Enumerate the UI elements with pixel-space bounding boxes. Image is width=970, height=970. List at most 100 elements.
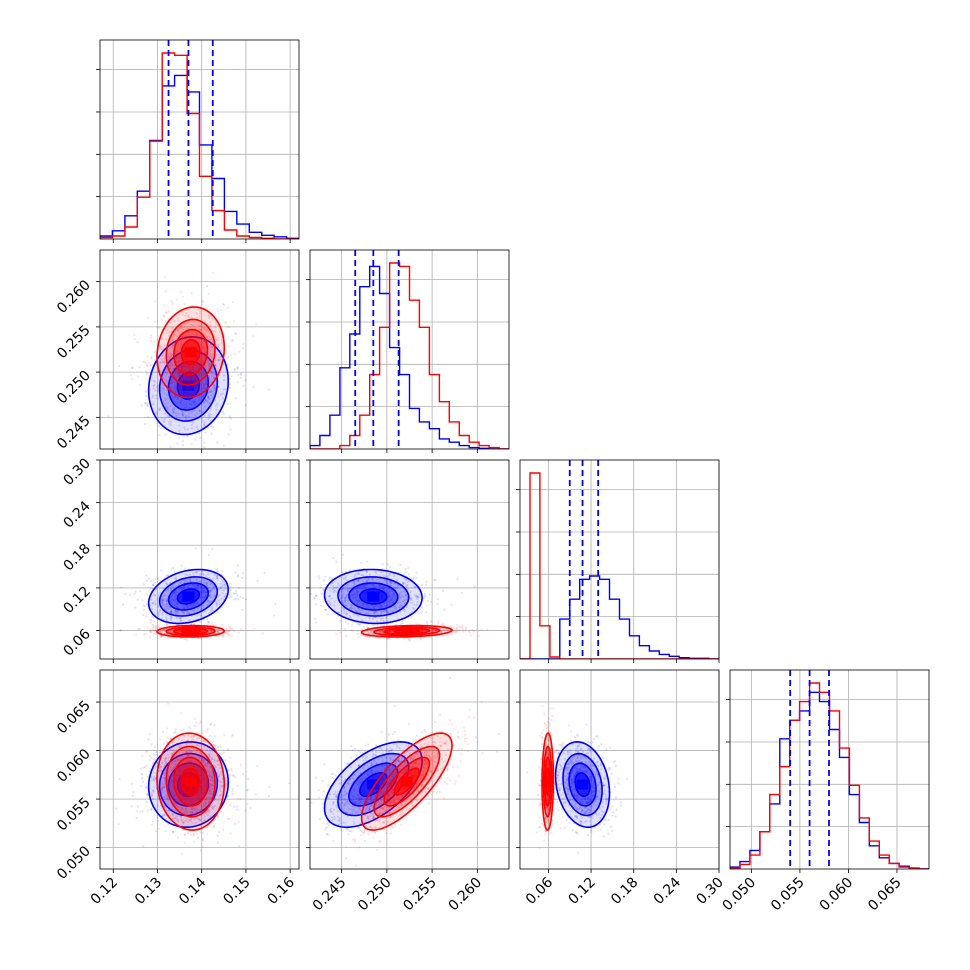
scatter-points-series-1 xyxy=(118,702,257,855)
contour-line-series-1 xyxy=(180,767,201,796)
y-tick-label: 0.260 xyxy=(54,277,94,317)
y-tick-label: 0.06 xyxy=(60,626,93,659)
density-peak-series-0 xyxy=(367,591,380,602)
contour-line-series-1 xyxy=(373,745,441,818)
density-peak-series-1 xyxy=(541,776,554,787)
hist-panel-0 xyxy=(96,39,300,243)
y-tick-label: 0.18 xyxy=(60,541,93,574)
scatter-panel-3-1: 0.245 0.250 0.255 0.260 xyxy=(306,669,510,915)
contour-line-series-0 xyxy=(158,349,219,422)
contour-line-series-0 xyxy=(359,588,388,605)
hist-panel-1 xyxy=(306,249,510,453)
axes-frame xyxy=(99,459,300,660)
contour-line-series-0 xyxy=(337,576,410,617)
axes-frame xyxy=(309,669,510,870)
axes-frame xyxy=(729,669,930,870)
contour-line-series-1 xyxy=(156,624,226,638)
contour-line-series-0 xyxy=(574,771,591,798)
histogram-series-0 xyxy=(520,575,719,659)
scatter-panel-2-0: 0.06 0.12 0.18 0.24 0.30 xyxy=(60,456,300,663)
contour-line-series-1 xyxy=(165,626,216,637)
axes-frame xyxy=(99,249,300,450)
scatter-panel-2-1 xyxy=(306,459,510,663)
y-tick-label: 0.055 xyxy=(54,795,94,835)
x-tick-label: 0.12 xyxy=(566,875,599,908)
x-tick-label: 0.24 xyxy=(651,874,684,907)
density-peak-series-1 xyxy=(184,347,197,358)
contour-line-series-1 xyxy=(360,624,453,638)
y-tick-label: 0.250 xyxy=(54,368,94,408)
axes-frame xyxy=(99,39,300,240)
contour-line-series-0 xyxy=(562,752,603,817)
density-peak-series-1 xyxy=(400,626,413,637)
density-peak-series-1 xyxy=(184,626,197,637)
histogram-series-0 xyxy=(310,265,509,449)
y-tick-label: 0.30 xyxy=(60,456,93,489)
contour-line-series-0 xyxy=(167,762,210,807)
contour-line-series-1 xyxy=(383,756,431,807)
contour-line-series-1 xyxy=(156,306,226,399)
contour-line-series-1 xyxy=(373,626,441,637)
hist-panel-3: 0.050 0.055 0.060 0.065 xyxy=(720,669,930,915)
y-tick-label: 0.060 xyxy=(54,746,94,786)
axes-frame xyxy=(309,249,510,450)
density-peak-series-0 xyxy=(182,591,195,602)
contour-line-series-1 xyxy=(393,767,420,796)
contour-line-series-1 xyxy=(180,628,201,634)
x-tick-label: 0.050 xyxy=(720,875,760,915)
contour-line-series-0 xyxy=(147,741,230,828)
histogram-series-1 xyxy=(520,472,719,659)
axes-frame xyxy=(99,669,300,870)
contour-line-series-0 xyxy=(348,582,399,611)
y-tick-label: 0.050 xyxy=(54,843,94,883)
histogram-series-1 xyxy=(310,262,509,449)
contour-line-series-0 xyxy=(147,568,230,625)
x-tick-label: 0.15 xyxy=(220,875,253,908)
histogram-series-1 xyxy=(100,52,299,239)
panels-layer: 0.050 0.055 0.060 0.0650.2450.2500.2550.260… xyxy=(54,39,930,915)
contour-line-series-0 xyxy=(568,762,597,807)
x-tick-label: 0.13 xyxy=(132,875,165,908)
contour-line-series-0 xyxy=(554,740,611,829)
x-tick-label: 0.06 xyxy=(523,874,556,907)
scatter-panel-1-0: 0.245 0.250 0.255 0.260 xyxy=(54,249,300,453)
y-tick-label: 0.24 xyxy=(60,498,93,531)
contour-line-series-0 xyxy=(158,752,219,817)
x-tick-label: 0.065 xyxy=(865,875,905,915)
density-peak-series-1 xyxy=(184,776,197,787)
density-peak-series-0 xyxy=(576,779,589,790)
x-tick-label: 0.16 xyxy=(265,874,298,907)
contour-line-series-1 xyxy=(173,756,209,807)
contour-line-series-0 xyxy=(158,576,219,617)
y-tick-label: 0.12 xyxy=(60,583,93,616)
contour-line-series-1 xyxy=(393,628,420,634)
x-tick-label: 0.250 xyxy=(355,875,395,915)
x-tick-label: 0.245 xyxy=(310,875,350,915)
x-tick-label: 0.060 xyxy=(817,875,857,915)
scatter-panel-3-2: 0.06 0.12 0.18 0.24 0.30 xyxy=(516,669,727,908)
contour-line-series-1 xyxy=(156,732,226,831)
contour-line-series-1 xyxy=(173,328,209,376)
contour-line-series-1 xyxy=(542,745,553,818)
contour-line-series-0 xyxy=(323,568,424,625)
axes-frame xyxy=(519,669,720,870)
contour-line-series-1 xyxy=(165,745,216,818)
x-tick-label: 0.12 xyxy=(88,875,121,908)
contour-line-series-1 xyxy=(541,732,555,831)
contour-line-series-0 xyxy=(176,588,201,605)
y-tick-label: 0.065 xyxy=(54,698,94,738)
x-tick-label: 0.055 xyxy=(768,875,808,915)
density-peak-series-0 xyxy=(367,779,380,790)
contour-line-series-0 xyxy=(337,752,410,817)
contour-line-series-1 xyxy=(180,339,201,366)
x-tick-label: 0.260 xyxy=(446,875,486,915)
contour-line-series-1 xyxy=(545,767,551,796)
contour-line-series-1 xyxy=(383,627,431,635)
x-tick-label: 0.18 xyxy=(608,875,641,908)
x-tick-label: 0.255 xyxy=(400,875,440,915)
y-tick-label: 0.245 xyxy=(54,413,94,453)
axes-frame xyxy=(309,459,510,660)
axes-frame xyxy=(519,459,720,660)
hist-panel-2 xyxy=(516,459,720,663)
